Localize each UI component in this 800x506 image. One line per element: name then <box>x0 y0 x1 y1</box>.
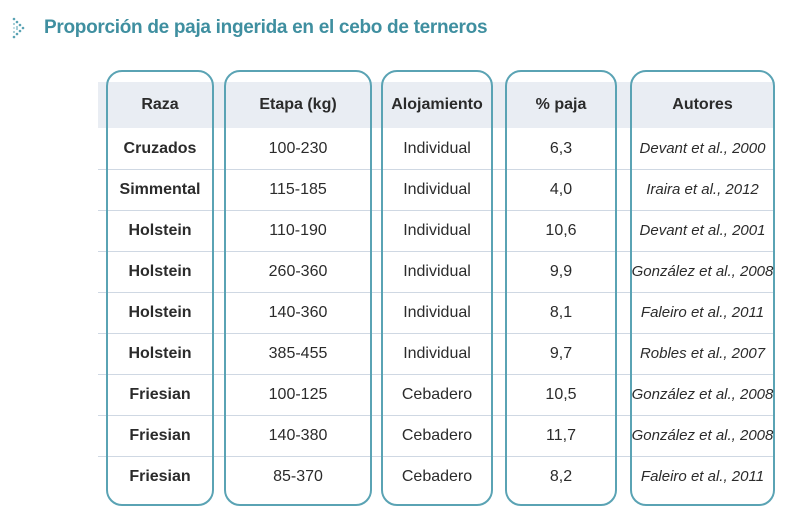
table-cell-etapa: 140-360 <box>268 303 328 321</box>
table-cell-alojamiento: Individual <box>403 221 471 239</box>
table-cell-raza: Friesian <box>129 385 191 403</box>
table-cell-autores: Devant et al., 2001 <box>639 222 766 239</box>
table-cell-raza: Holstein <box>128 344 192 362</box>
row-divider <box>98 456 775 457</box>
table-cell-paja: 10,6 <box>545 221 577 239</box>
table-cell-alojamiento: Individual <box>403 139 471 157</box>
title-bar: Proporción de paja ingerida en el cebo d… <box>10 13 488 43</box>
table-cell-raza: Cruzados <box>123 139 197 157</box>
table-cell-alojamiento: Cebadero <box>401 385 473 403</box>
table-cell-autores: González et al., 2008 <box>631 263 774 280</box>
row-divider <box>98 374 775 375</box>
table-cell-paja: 11,7 <box>546 426 576 444</box>
data-table: Raza Etapa (kg) Alojamiento % paja Autores Cr… <box>98 70 775 506</box>
table-cell-alojamiento: Cebadero <box>401 467 473 485</box>
table-cell-raza: Holstein <box>128 303 192 321</box>
table-cell-autores: Faleiro et al., 2011 <box>640 468 765 485</box>
row-divider <box>98 292 775 293</box>
row-divider <box>98 333 775 334</box>
table-cell-paja: 4,0 <box>549 180 573 198</box>
row-divider <box>98 169 775 170</box>
table-cell-raza: Friesian <box>129 467 191 485</box>
table-cell-etapa: 140-380 <box>268 426 328 444</box>
table-cell-autores: González et al., 2008 <box>631 386 774 403</box>
table-cell-alojamiento: Cebadero <box>401 426 473 444</box>
table-cell-paja: 10,5 <box>545 385 577 403</box>
table-cell-raza: Holstein <box>128 262 192 280</box>
column-header-raza: Raza <box>141 96 179 113</box>
page-title: Proporción de paja ingerida en el cebo d… <box>44 17 488 38</box>
column-header-etapa: Etapa (kg) <box>259 96 337 113</box>
column-header-alojamiento: Alojamiento <box>391 96 483 113</box>
table-cell-alojamiento: Individual <box>403 180 471 198</box>
table-cell-etapa: 260-360 <box>268 262 328 280</box>
table-cell-raza: Simmental <box>119 180 201 198</box>
table-cell-paja: 8,2 <box>549 467 573 485</box>
table-cell-paja: 6,3 <box>549 139 573 157</box>
row-divider <box>98 210 775 211</box>
table-cell-alojamiento: Individual <box>403 344 471 362</box>
table-cell-raza: Friesian <box>129 426 191 444</box>
table-cell-autores: Faleiro et al., 2011 <box>640 304 765 321</box>
table-cell-etapa: 115-185 <box>269 180 327 198</box>
header-band <box>98 82 775 128</box>
column-header-autores: Autores <box>672 96 733 113</box>
dotted-chevron-right-icon <box>12 17 25 39</box>
table-cell-raza: Holstein <box>128 221 192 239</box>
table-cell-etapa: 100-230 <box>268 139 328 157</box>
table-cell-paja: 9,7 <box>549 344 573 362</box>
table-cell-paja: 8,1 <box>549 303 573 321</box>
row-divider <box>98 415 775 416</box>
table-cell-autores: Robles et al., 2007 <box>639 345 766 362</box>
table-cell-etapa: 100-125 <box>268 385 328 403</box>
table-cell-alojamiento: Individual <box>403 262 471 280</box>
table-cell-autores: Devant et al., 2000 <box>639 140 766 157</box>
table-cell-autores: Iraira et al., 2012 <box>646 181 759 198</box>
table-cell-paja: 9,9 <box>549 262 573 280</box>
table-cell-etapa: 110-190 <box>269 221 327 239</box>
table-cell-etapa: 385-455 <box>268 344 328 362</box>
column-header-paja: % paja <box>535 96 587 113</box>
table-cell-alojamiento: Individual <box>403 303 471 321</box>
row-divider <box>98 251 775 252</box>
table-cell-autores: González et al., 2008 <box>631 427 774 444</box>
table-cell-etapa: 85-370 <box>273 467 323 485</box>
